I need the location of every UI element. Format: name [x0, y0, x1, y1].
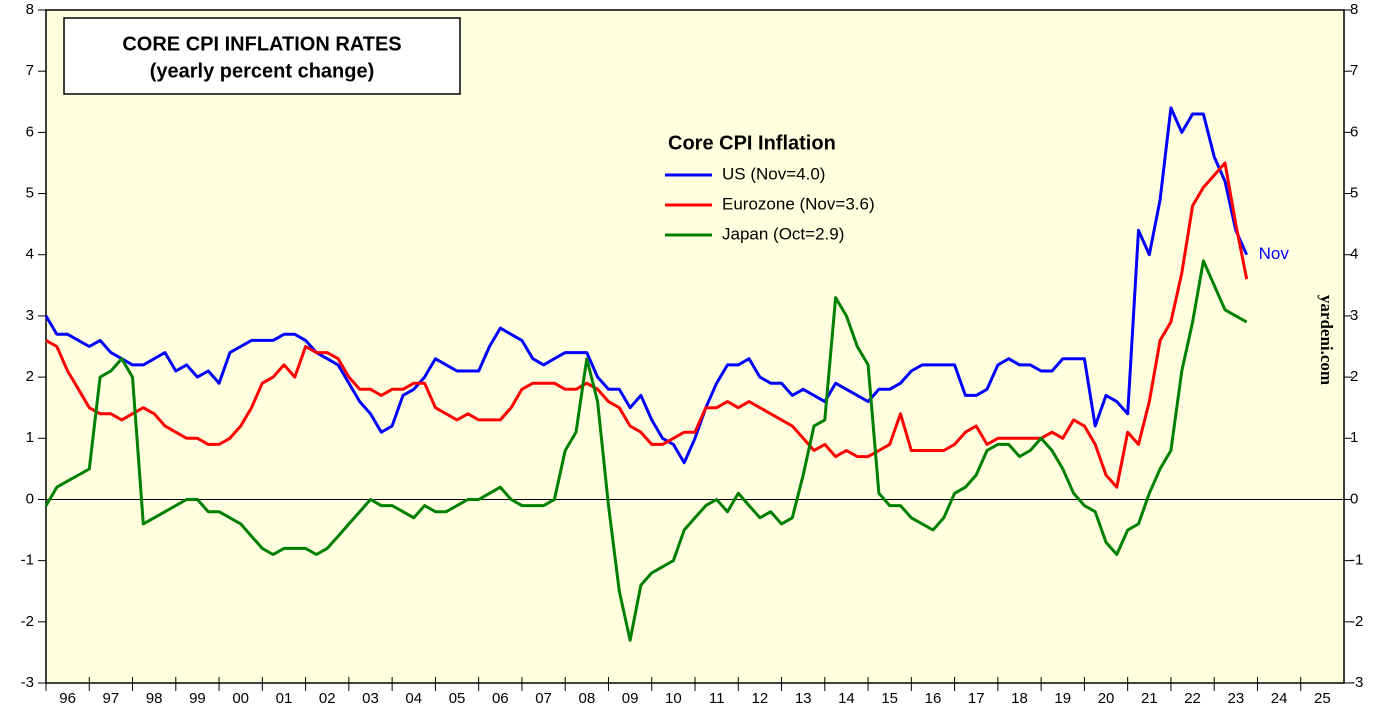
y2-tick-label: 6: [1350, 123, 1358, 140]
x-tick-label: 17: [968, 690, 985, 707]
x-tick-label: 25: [1314, 690, 1331, 707]
legend-label: Japan (Oct=2.9): [722, 224, 844, 243]
y2-tick-label: 8: [1350, 1, 1358, 18]
y-tick-label: -3: [21, 674, 34, 691]
legend-title: Core CPI Inflation: [668, 132, 836, 154]
x-tick-label: 09: [622, 690, 639, 707]
y-tick-label: 1: [26, 429, 34, 446]
chart-title: CORE CPI INFLATION RATES: [122, 33, 401, 55]
y-tick-label: 7: [26, 62, 34, 79]
x-tick-label: 04: [405, 690, 422, 707]
x-tick-label: 98: [146, 690, 163, 707]
x-tick-label: 03: [362, 690, 379, 707]
source: yardeni.com: [1317, 295, 1336, 385]
x-tick-label: 13: [795, 690, 812, 707]
x-tick-label: 11: [709, 690, 725, 707]
x-tick-label: 02: [319, 690, 336, 707]
y2-tick-label: -3: [1350, 674, 1363, 691]
x-tick-label: 01: [276, 690, 293, 707]
y-tick-label: 0: [26, 490, 34, 507]
x-tick-label: 22: [1184, 690, 1201, 707]
y-tick-label: 2: [26, 368, 34, 385]
x-tick-label: 24: [1271, 690, 1288, 707]
series-line: [45, 161, 1249, 489]
y2-tick-label: -1: [1350, 552, 1363, 569]
x-tick-label: 99: [189, 690, 206, 707]
x-tick-label: 07: [535, 690, 552, 707]
title-box: [63, 17, 461, 95]
x-tick-label: 08: [578, 690, 595, 707]
y2-tick-label: 4: [1350, 246, 1358, 263]
chart-subtitle: (yearly percent change): [150, 60, 375, 82]
x-tick-label: 16: [925, 690, 942, 707]
x-tick-label: 96: [59, 690, 76, 707]
y-tick-label: -2: [21, 613, 34, 630]
x-tick-label: 12: [752, 690, 769, 707]
y-tick-label: 8: [26, 1, 34, 18]
y2-tick-label: 2: [1350, 368, 1358, 385]
y2-tick-label: 0: [1350, 490, 1358, 507]
x-tick-label: 21: [1141, 690, 1158, 707]
y2-tick-label: 3: [1350, 307, 1358, 324]
x-tick-label: 19: [1054, 690, 1071, 707]
x-tick-label: 10: [665, 690, 682, 707]
annotation: Nov: [1259, 244, 1290, 263]
legend-label: Eurozone (Nov=3.6): [722, 194, 875, 213]
x-tick-label: 18: [1011, 690, 1028, 707]
y-tick-label: 6: [26, 123, 34, 140]
x-tick-label: 06: [492, 690, 509, 707]
y-tick-label: 5: [26, 185, 34, 202]
y-tick-label: 3: [26, 307, 34, 324]
y2-tick-label: 7: [1350, 62, 1358, 79]
x-tick-label: 15: [881, 690, 898, 707]
x-tick-label: 14: [838, 690, 855, 707]
y2-tick-label: 1: [1350, 429, 1358, 446]
plot-area: [45, 9, 1345, 684]
series-line: [44, 106, 1249, 465]
x-tick-label: 20: [1098, 690, 1115, 707]
y2-tick-label: 5: [1350, 185, 1358, 202]
x-tick-label: 97: [103, 690, 120, 707]
x-tick-label: 23: [1227, 690, 1244, 707]
y-tick-label: 4: [26, 246, 34, 263]
y2-tick-label: -2: [1350, 613, 1363, 630]
x-tick-label: 05: [449, 690, 466, 707]
series-line: [44, 259, 1248, 642]
legend-label: US (Nov=4.0): [722, 164, 825, 183]
y-tick-label: -1: [21, 552, 34, 569]
x-tick-label: 00: [232, 690, 249, 707]
